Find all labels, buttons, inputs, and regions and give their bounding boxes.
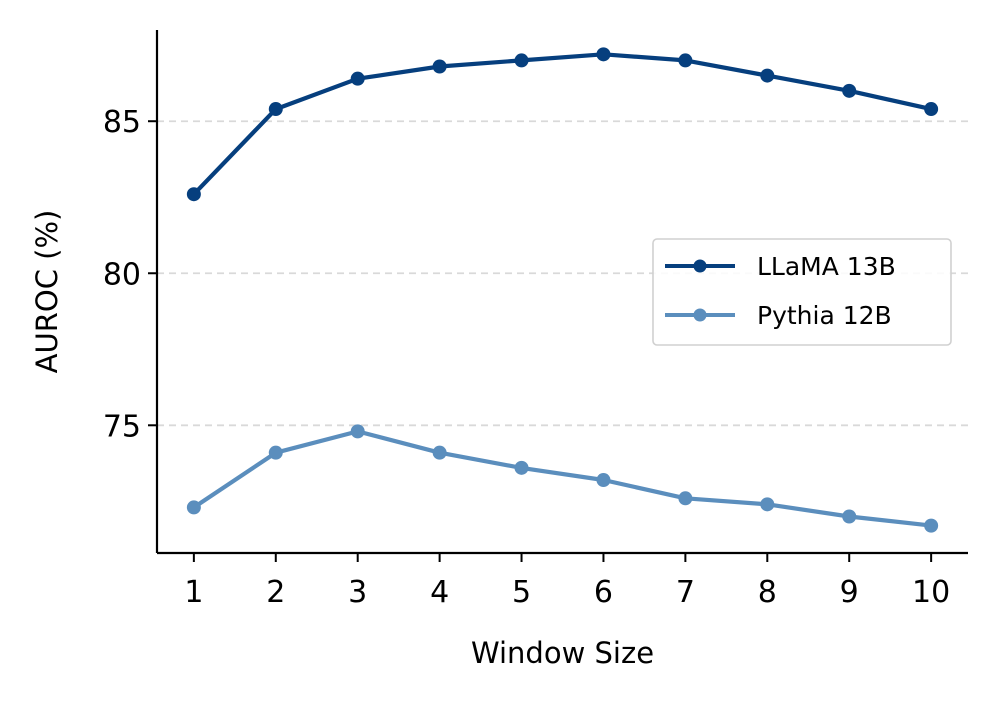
legend-label-pythia: Pythia 12B [757,301,892,330]
data-point [760,497,775,512]
data-point [514,53,529,68]
x-tick-label: 2 [266,575,285,610]
axes [155,30,968,555]
x-tick-label: 9 [840,575,859,610]
data-point [350,71,365,86]
data-point [842,83,857,98]
data-point [432,445,447,460]
data-point [842,509,857,524]
x-tick-label: 7 [676,575,695,610]
data-point [186,187,201,202]
x-tick-label: 6 [594,575,613,610]
legend-marker-pythia [693,308,707,322]
data-point [186,500,201,515]
data-point [678,53,693,68]
data-point [268,445,283,460]
data-point [514,460,529,475]
data-point [760,68,775,83]
series-line-0 [191,52,934,197]
data-point [268,102,283,117]
x-tick-label: 4 [430,575,449,610]
x-tick-label: 8 [758,575,777,610]
ticks: 75 80 85 1 2 3 4 5 6 7 8 9 10 [103,105,950,610]
data-point [678,491,693,506]
data-point [924,102,939,117]
data-point [924,518,939,533]
x-tick-label: 5 [512,575,531,610]
legend-label-llama: LLaMA 13B [757,252,896,281]
data-point [596,47,611,62]
series [186,47,939,533]
x-axis-title: Window Size [471,636,654,670]
legend-marker-llama [693,259,707,273]
data-point [350,424,365,439]
y-tick-label: 85 [103,105,141,140]
y-axis-title: AUROC (%) [30,210,64,374]
x-tick-label: 3 [348,575,367,610]
y-tick-label: 75 [103,409,141,444]
x-tick-label: 1 [184,575,203,610]
x-tick-label: 10 [912,575,950,610]
legend: LLaMA 13B Pythia 12B [652,238,952,346]
data-point [596,473,611,488]
y-tick-label: 80 [103,257,141,292]
series-line-1 [191,429,934,528]
data-point [432,59,447,74]
